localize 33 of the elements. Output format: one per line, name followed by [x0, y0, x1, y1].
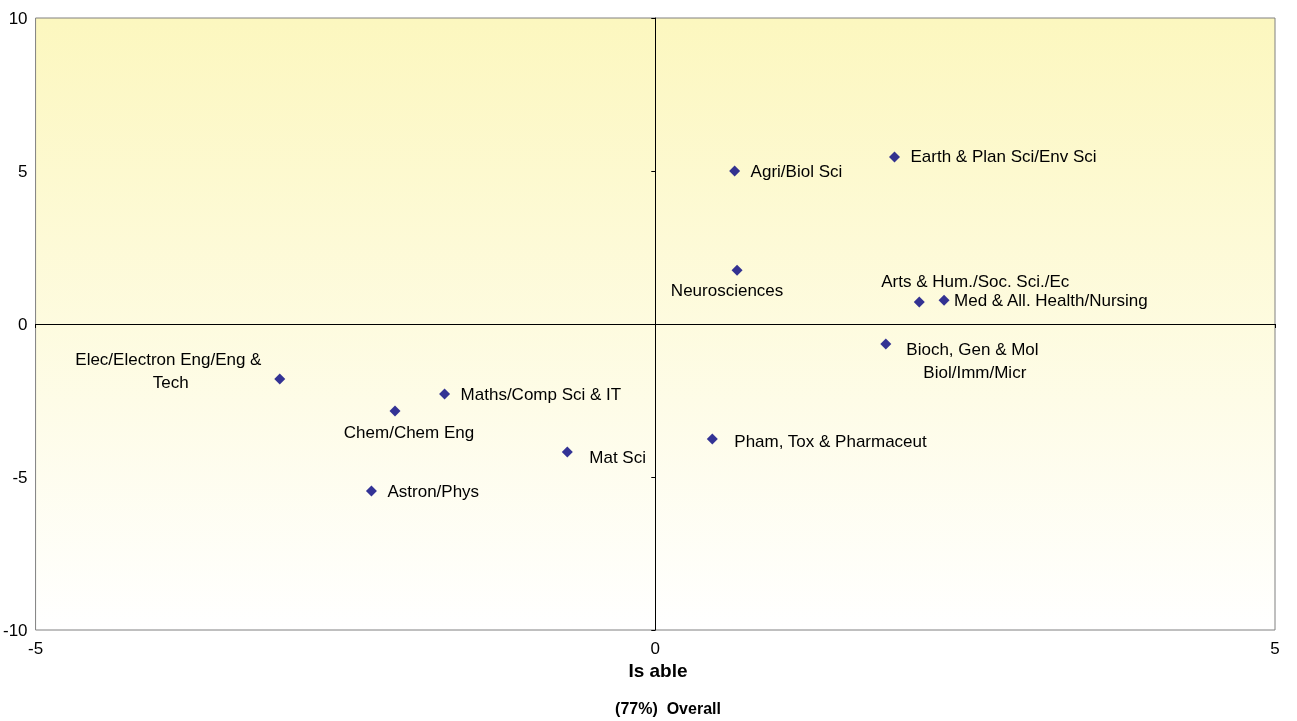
- annotation: Neurosciences: [670, 280, 784, 300]
- y-tick-label: -10: [2, 620, 28, 640]
- annotation: Astron/Phys: [387, 481, 480, 501]
- y-tick-label: 5: [18, 161, 28, 181]
- x-tick-label: 5: [1270, 639, 1280, 658]
- point: [274, 373, 286, 385]
- annotation: Chem/Chem Eng: [343, 423, 475, 443]
- point: [938, 294, 950, 306]
- y-tick-label: 10: [8, 8, 28, 28]
- annotation: Med & All. Health/Nursing: [954, 290, 1148, 310]
- y-tick-label: -5: [12, 467, 28, 487]
- point: [389, 405, 401, 417]
- y-tick-label: 0: [18, 314, 28, 334]
- point: [913, 296, 925, 308]
- annotation: Mat Sci: [589, 448, 646, 468]
- text: (77%) Overall: [615, 699, 721, 717]
- x-axis-title: Is able: [628, 659, 688, 681]
- annotation: Pham, Tox & Pharmaceut: [734, 431, 928, 451]
- annotation: Bioch, Gen & Mol Biol/Imm/Micr: [906, 339, 1044, 382]
- point: [889, 151, 900, 163]
- point: [561, 446, 573, 458]
- point: [365, 485, 377, 497]
- point: [439, 388, 451, 400]
- annotation: Elec/Electron Eng/Eng & Tech: [75, 350, 267, 393]
- annotation: Earth & Plan Sci/Env Sci: [910, 147, 1097, 167]
- x-tick-label: 0: [650, 639, 661, 658]
- annotation: Agri/Biol Sci: [750, 161, 843, 181]
- point: [706, 433, 718, 445]
- point: [880, 338, 892, 350]
- point: [729, 165, 741, 177]
- annotation: Maths/Comp Sci & IT: [460, 384, 622, 404]
- point: [731, 264, 743, 276]
- annotation: Arts & Hum./Soc. Sci./Ec: [881, 272, 1070, 292]
